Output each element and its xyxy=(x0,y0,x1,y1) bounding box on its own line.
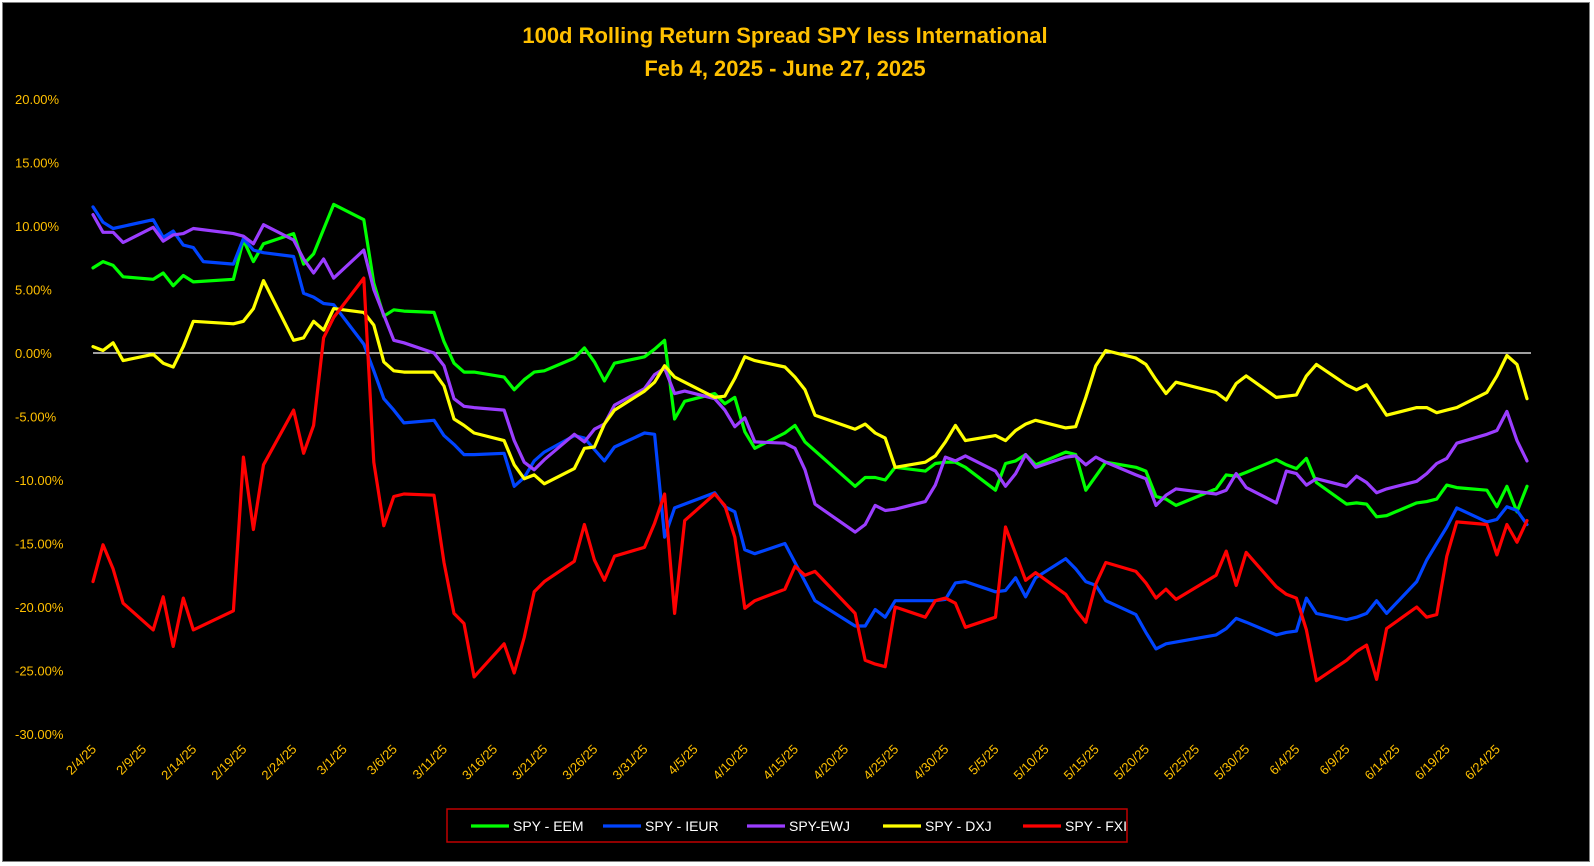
x-tick-label: 4/20/25 xyxy=(810,742,851,783)
chart-subtitle: Feb 4, 2025 - June 27, 2025 xyxy=(644,56,925,81)
x-tick-label: 2/14/25 xyxy=(158,742,199,783)
series-line-5 xyxy=(91,276,1529,683)
legend-border xyxy=(446,808,1128,843)
y-tick-label: -30.00% xyxy=(15,727,64,742)
legend: SPY - EEM SPY - IEUR SPY-EWJ SPY - DXJ SPY -… xyxy=(446,808,1128,843)
x-tick-label: 4/25/25 xyxy=(860,742,901,783)
x-axis: 2/4/25 2/9/25 2/14/25 2/19/25 2/24/25 3/1/25 3… xyxy=(63,742,1503,783)
x-tick-label: 4/5/25 xyxy=(665,742,701,778)
x-tick-label: 5/25/25 xyxy=(1161,742,1202,783)
x-tick-label: 6/24/25 xyxy=(1462,742,1503,783)
x-tick-label: 4/30/25 xyxy=(910,742,951,783)
x-tick-label: 6/14/25 xyxy=(1361,742,1402,783)
x-tick-label: 2/19/25 xyxy=(208,742,249,783)
series-lines xyxy=(91,202,1529,683)
x-tick-label: 5/5/25 xyxy=(965,742,1001,778)
x-tick-label: 3/16/25 xyxy=(459,742,500,783)
y-tick-label: 15.00% xyxy=(15,156,60,171)
x-tick-label: 5/15/25 xyxy=(1061,742,1102,783)
series-line-3 xyxy=(91,213,1529,534)
series-line-2 xyxy=(91,205,1529,651)
x-tick-label: 4/10/25 xyxy=(710,742,751,783)
legend-label: SPY - EEM xyxy=(513,818,584,834)
x-tick-label: 3/21/25 xyxy=(509,742,550,783)
series-line-4 xyxy=(91,279,1529,486)
x-tick-label: 3/31/25 xyxy=(609,742,650,783)
legend-label: SPY-EWJ xyxy=(789,818,850,834)
x-tick-label: 6/19/25 xyxy=(1412,742,1453,783)
y-tick-label: 0.00% xyxy=(15,346,52,361)
x-tick-label: 3/1/25 xyxy=(314,742,350,778)
y-tick-label: -15.00% xyxy=(15,537,64,552)
y-tick-label: 10.00% xyxy=(15,219,60,234)
x-tick-label: 2/4/25 xyxy=(63,742,99,778)
y-axis: 20.00% 15.00% 10.00% 5.00% 0.00% -5.00% -10.00… xyxy=(15,92,64,742)
y-tick-label: -25.00% xyxy=(15,664,64,679)
x-tick-label: 2/9/25 xyxy=(113,742,149,778)
series-line-1 xyxy=(91,202,1529,519)
line-chart: 100d Rolling Return Spread SPY less Inte… xyxy=(15,23,1531,843)
x-tick-label: 5/10/25 xyxy=(1011,742,1052,783)
x-tick-label: 2/24/25 xyxy=(258,742,299,783)
x-tick-label: 5/20/25 xyxy=(1111,742,1152,783)
legend-label: SPY - FXI xyxy=(1065,818,1127,834)
y-tick-label: -20.00% xyxy=(15,600,64,615)
legend-label: SPY - IEUR xyxy=(645,818,719,834)
y-tick-label: -5.00% xyxy=(15,410,57,425)
y-tick-label: 20.00% xyxy=(15,92,60,107)
x-tick-label: 3/11/25 xyxy=(409,742,450,783)
chart-title: 100d Rolling Return Spread SPY less Inte… xyxy=(522,23,1047,48)
y-tick-label: -10.00% xyxy=(15,473,64,488)
legend-label: SPY - DXJ xyxy=(925,818,992,834)
x-tick-label: 3/6/25 xyxy=(364,742,400,778)
y-tick-label: 5.00% xyxy=(15,283,52,298)
x-tick-label: 3/26/25 xyxy=(559,742,600,783)
x-tick-label: 5/30/25 xyxy=(1211,742,1252,783)
x-tick-label: 6/9/25 xyxy=(1316,742,1352,778)
x-tick-label: 6/4/25 xyxy=(1266,742,1302,778)
x-tick-label: 4/15/25 xyxy=(760,742,801,783)
